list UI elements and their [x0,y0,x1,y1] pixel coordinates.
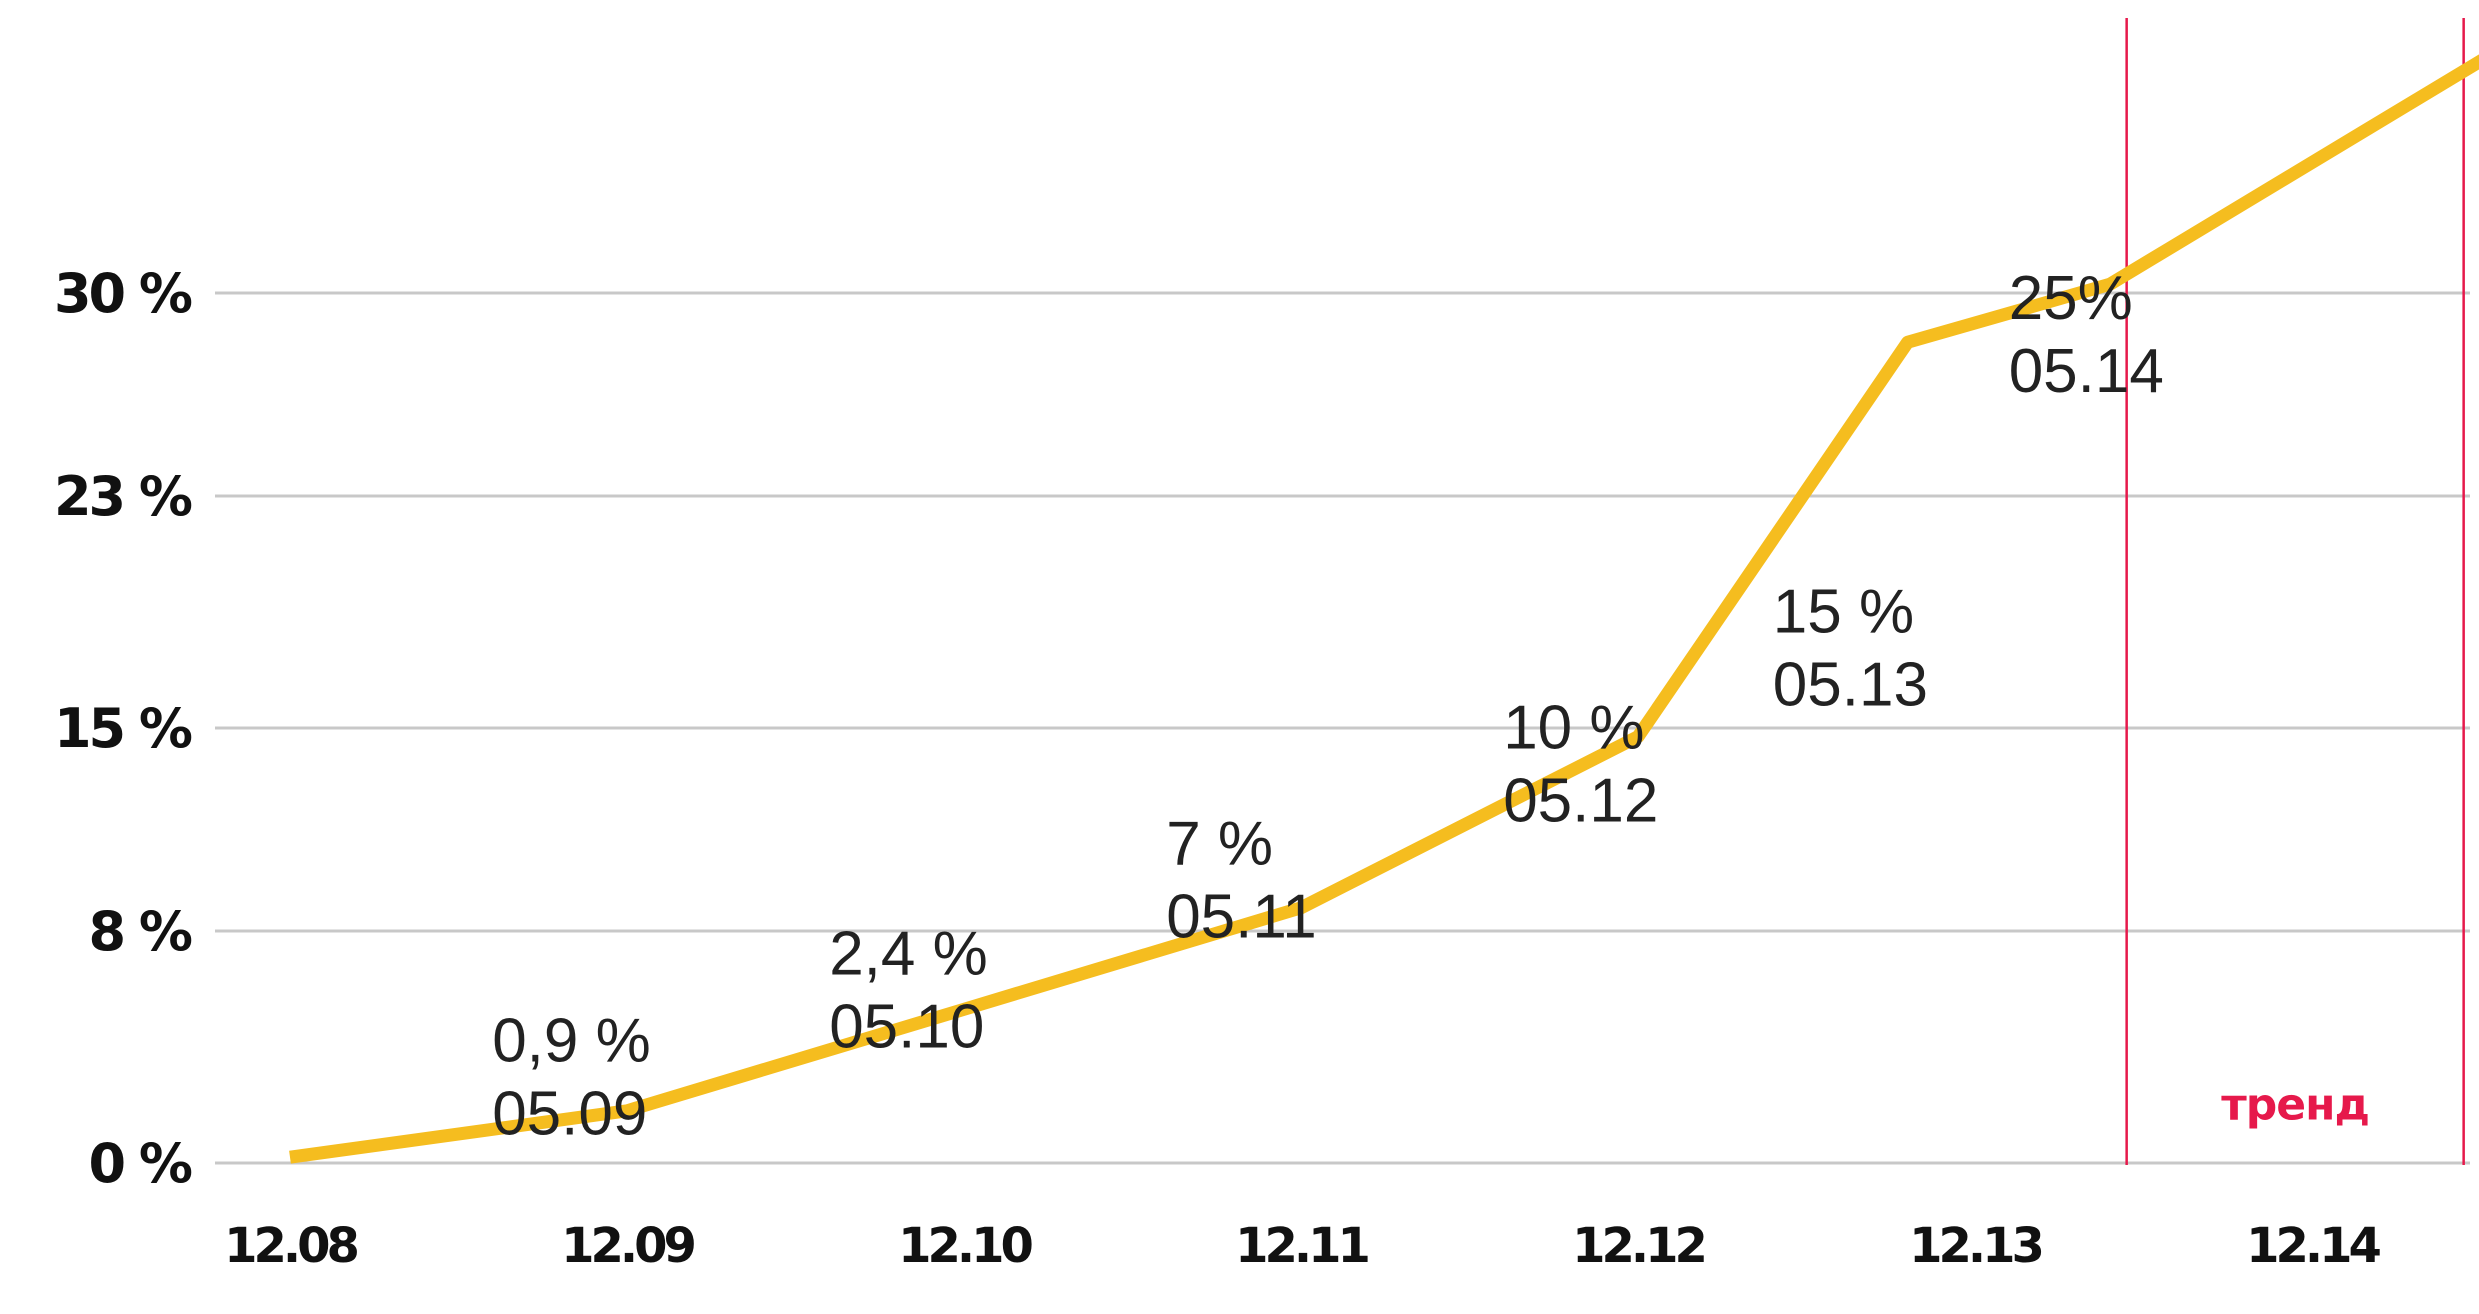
annotation-value: 10 % [1503,693,1644,762]
data-annotation: 15 %05.13 [1773,577,1928,719]
series-line [289,54,2479,1164]
annotation-value: 25% [2009,264,2133,333]
x-tick-label: 12.11 [1235,1218,1368,1274]
x-tick-label: 12.10 [898,1218,1032,1274]
x-tick-label: 12.08 [224,1218,357,1274]
annotation-date: 05.11 [1166,882,1317,951]
x-axis-ticks: 12.08 12.09 12.10 12.11 12.12 12.13 12.14 [224,1218,2384,1274]
annotation-date: 05.10 [829,993,984,1062]
data-annotation: 10 %05.12 [1503,693,1658,835]
trend-label: тренд [2221,1080,2369,1131]
annotation-value: 2,4 % [829,920,988,989]
data-annotation: 0,9 %05.09 [492,1007,651,1149]
y-tick-label: 30 % [54,262,192,325]
data-annotation: 25%05.14 [2009,264,2164,406]
x-tick-label: 12.13 [1909,1218,2041,1274]
x-tick-label: 12.12 [1572,1218,1704,1274]
annotation-date: 05.12 [1503,766,1658,835]
y-tick-label: 0 % [89,1132,192,1195]
grid-lines [215,291,2470,1165]
annotation-value: 15 % [1773,577,1914,646]
annotation-date: 05.13 [1773,650,1928,719]
trend-region: тренд [2125,18,2465,1165]
annotation-value: 0,9 % [492,1007,651,1076]
data-annotations: 0,9 %05.09 2,4 %05.10 7 %05.11 10 %05.12 15 … [492,264,2164,1148]
y-axis-ticks: 0 % 8 % 15 % 23 % 30 % [54,262,195,1195]
y-tick-label: 23 % [54,465,192,528]
data-annotation: 2,4 %05.10 [829,920,988,1062]
y-tick-label: 8 % [89,900,192,963]
x-tick-label: 12.09 [561,1218,694,1274]
x-tick-label: 12.14 [2246,1218,2380,1274]
y-tick-label: 15 % [54,697,192,760]
data-series [289,54,2479,1164]
annotation-value: 7 % [1166,809,1273,878]
annotation-date: 05.14 [2009,337,2164,406]
annotation-date: 05.09 [492,1080,647,1149]
data-annotation: 7 %05.11 [1166,809,1317,951]
